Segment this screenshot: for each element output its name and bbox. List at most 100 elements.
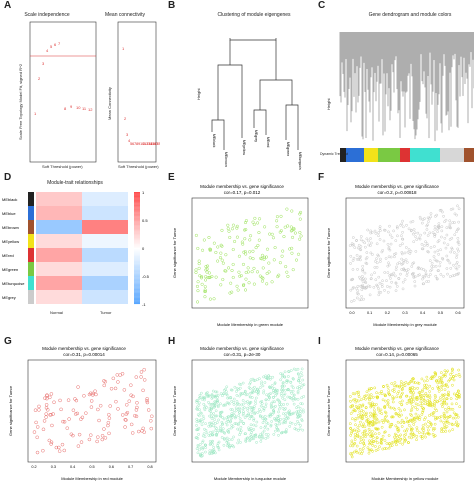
scatter-point: [251, 390, 254, 393]
scatter-point: [377, 254, 380, 258]
scatter-point: [197, 403, 201, 407]
scatter-point: [298, 406, 302, 410]
scatter-point: [230, 424, 234, 427]
scatter-point: [455, 420, 458, 424]
scatter-point: [243, 221, 248, 225]
scatter-point: [262, 408, 266, 412]
scatter-point: [430, 268, 434, 271]
scatter-point: [425, 383, 428, 387]
scatter-point: [397, 407, 401, 410]
scatter-point: [426, 431, 430, 435]
scatter-point: [283, 384, 286, 388]
scatter-point: [427, 280, 431, 283]
scatter-point: [353, 438, 357, 441]
scatter-point: [208, 297, 212, 301]
scatter-title: Module membership vs. gene significance: [355, 184, 439, 189]
scatter-point: [369, 396, 373, 400]
scatter-point: [265, 282, 269, 286]
scatter-point: [348, 422, 352, 425]
scatter-point: [230, 438, 234, 441]
scatter-point: [445, 233, 449, 237]
scatter-point: [353, 246, 357, 249]
scatter-point: [348, 244, 352, 247]
scatter-plot: Module membership vs. gene significancec…: [326, 184, 465, 327]
scatter-point: [290, 384, 294, 388]
scatter-point: [269, 392, 272, 395]
scatter-point: [211, 430, 215, 434]
scatter-point: [123, 425, 127, 429]
panel-e: Module membership vs. gene significance c…: [168, 180, 316, 330]
scatter-point: [256, 388, 259, 391]
scatter-point: [214, 275, 218, 279]
scatter-point: [364, 406, 368, 410]
scatter-point: [246, 408, 250, 412]
scatter-point: [359, 438, 363, 441]
scatter-point: [133, 413, 137, 418]
scatter-point: [443, 399, 446, 403]
scatter-point: [399, 433, 402, 437]
scatter-point: [194, 270, 198, 275]
scatter-point: [395, 443, 398, 447]
scatter-point: [357, 292, 360, 296]
scatter-point: [448, 414, 452, 418]
scatter-point: [284, 265, 288, 269]
scatter-point: [217, 429, 221, 433]
scatter-point: [406, 441, 410, 444]
panel-i: Module membership vs. gene significance c…: [322, 342, 472, 484]
scatter-point: [415, 428, 419, 432]
scatter-point: [454, 413, 457, 416]
scatter-point: [106, 423, 110, 428]
power-label: 7: [134, 141, 137, 146]
scatter-point: [374, 260, 377, 263]
scatter-point: [237, 270, 241, 274]
scatter-point: [421, 247, 425, 251]
scatter-point: [290, 397, 294, 400]
scatter-point: [277, 414, 281, 418]
power-label: 12: [144, 141, 149, 146]
scatter-point: [448, 238, 452, 241]
scatter-point: [279, 378, 282, 382]
scatter-point: [434, 371, 437, 375]
scatter-point: [439, 415, 443, 419]
scatter-point: [288, 411, 291, 415]
module-color-segment: [340, 148, 346, 162]
scatter-point: [386, 264, 390, 268]
scatter-point: [219, 402, 222, 406]
power-label: 17: [154, 141, 159, 146]
scatter-plot: Module membership vs. gene significancec…: [8, 346, 157, 481]
scatter-point: [455, 260, 459, 264]
leaf-label: MEred: [266, 137, 270, 147]
scatter-point: [272, 390, 275, 394]
scatter-point: [222, 443, 226, 447]
scatter-point: [374, 432, 377, 436]
power-label: 10: [140, 141, 145, 146]
scatter-point: [400, 403, 404, 407]
row-color-swatch: [28, 206, 34, 220]
scatter-point: [428, 384, 432, 388]
scatter-point: [35, 425, 40, 429]
scatter-point: [359, 238, 363, 242]
scatter-point: [392, 271, 396, 275]
scatter-point: [431, 427, 435, 430]
power-label: 15: [150, 141, 155, 146]
scatter-point: [430, 265, 434, 268]
scatter-point: [216, 405, 220, 409]
scatter-point: [456, 236, 460, 240]
scatter-point: [387, 392, 391, 396]
scatter-point: [391, 389, 394, 392]
scatter-point: [393, 255, 396, 259]
scatter-point: [299, 371, 303, 374]
scatter-point: [368, 448, 372, 452]
scatter-point: [425, 228, 429, 231]
scatter-point: [247, 402, 251, 406]
scatter-point: [407, 435, 411, 439]
scatter-point: [390, 273, 393, 277]
scatter-point: [417, 381, 421, 385]
scatter-point: [210, 449, 214, 452]
scatter-subtitle: cor=0.31, p=2e-30: [224, 352, 261, 357]
scatter-point: [278, 261, 282, 265]
scatter-point: [198, 274, 202, 278]
scatter-point: [298, 212, 302, 216]
scatter-point: [383, 419, 387, 422]
scatter-point: [49, 392, 54, 396]
